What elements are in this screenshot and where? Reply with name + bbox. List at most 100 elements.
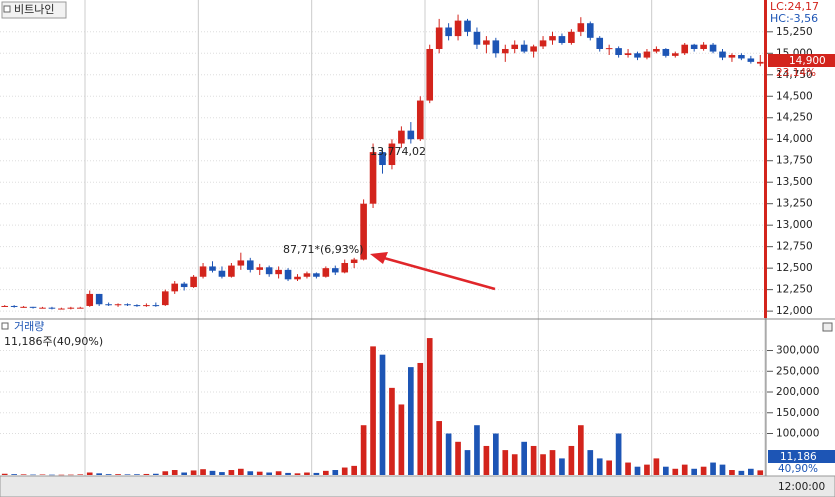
volume-bar — [672, 468, 679, 475]
candle-body — [48, 307, 56, 309]
volume-bar — [190, 470, 197, 475]
candle-body — [275, 269, 282, 275]
volume-bar — [578, 425, 584, 475]
volume-bar — [86, 472, 93, 475]
volume-bar — [398, 404, 405, 475]
range-bar — [764, 0, 767, 318]
candle-body — [350, 259, 358, 263]
candle-body — [662, 48, 670, 56]
candle-body — [360, 203, 367, 260]
candle-body — [549, 36, 556, 41]
candle-body — [511, 44, 519, 49]
last-change: 23,14% — [776, 67, 816, 79]
y-tick-label: 13,250 — [776, 198, 813, 210]
volume-bar — [464, 450, 471, 475]
volume-bar — [11, 474, 17, 475]
volume-last-pct: 40,90% — [778, 463, 818, 475]
title-box — [1, 1, 67, 19]
volume-bar — [663, 466, 669, 475]
volume-bar — [710, 462, 716, 475]
volume-last-box — [768, 450, 835, 463]
candle-body — [105, 304, 112, 306]
volume-bar — [304, 472, 310, 475]
volume-bar — [115, 474, 121, 475]
volume-bar — [606, 460, 612, 475]
candle-body — [29, 306, 37, 308]
volume-bar — [596, 458, 603, 475]
volume-bar — [171, 470, 178, 475]
candle-body — [653, 48, 660, 52]
volume-bar — [615, 433, 622, 475]
candle-body — [435, 27, 443, 49]
volume-bar — [313, 472, 320, 475]
volume-bar — [681, 464, 688, 475]
volume-bar — [644, 464, 650, 475]
candle-body — [388, 143, 396, 166]
volume-bar — [540, 454, 546, 475]
candle-body — [133, 305, 141, 307]
volume-bar — [256, 471, 263, 475]
volume-bar — [625, 462, 631, 475]
y-tick-label: 14,000 — [776, 133, 813, 145]
volume-bar — [124, 474, 131, 475]
volume-bar — [247, 471, 254, 475]
candle-body — [464, 20, 471, 32]
volume-bar — [511, 454, 518, 475]
volume-bar — [77, 474, 84, 475]
y-tick-label: 12,500 — [776, 262, 813, 274]
panel-button[interactable] — [822, 322, 833, 332]
volume-bar — [568, 445, 575, 475]
volume-bar — [436, 421, 442, 475]
volume-bar — [691, 468, 697, 475]
volume-bar — [332, 470, 339, 475]
volume-bar — [30, 474, 36, 476]
candle-body — [501, 48, 509, 54]
candle-body — [473, 31, 481, 45]
high-annotation: 13,774,02 — [370, 145, 426, 158]
candle-body — [558, 36, 566, 43]
volume-bar — [341, 467, 348, 475]
candle-body — [615, 48, 622, 56]
y-tick-label: 12,750 — [776, 241, 813, 253]
volume-bar — [417, 362, 424, 475]
candle-body — [331, 268, 339, 273]
y-tick-label: 200,000 — [776, 386, 819, 398]
candle-body — [605, 48, 613, 50]
volume-bar — [323, 470, 329, 475]
volume-info: 11,186주(40,90%) — [4, 335, 103, 348]
volume-bar — [549, 450, 556, 475]
arrow-head — [370, 252, 388, 264]
title-icon — [3, 5, 11, 13]
last-price: 14,900 — [789, 55, 826, 67]
candle-body — [67, 307, 75, 309]
volume-bar — [653, 458, 660, 475]
volume-bar — [474, 425, 480, 475]
volume-bar — [143, 473, 150, 475]
y-tick-label: 15,250 — [776, 26, 813, 38]
arrow-shaft — [383, 256, 496, 291]
candle-body — [568, 31, 575, 43]
volume-bar — [219, 472, 225, 475]
time-label: 12:00:00 — [778, 481, 825, 493]
y-tick-label: 13,000 — [776, 219, 813, 231]
candle-body — [95, 293, 103, 305]
candle-body — [313, 273, 320, 277]
volume-bar — [757, 470, 764, 475]
candle-body — [143, 305, 150, 307]
volume-bar — [1, 473, 8, 475]
y-tick-label: 250,000 — [776, 365, 819, 377]
candle-body — [681, 44, 689, 54]
candle-body — [237, 260, 245, 266]
volume-bar — [493, 433, 499, 475]
candle-body — [171, 283, 179, 292]
volume-bar — [49, 474, 55, 476]
candle-body — [624, 53, 632, 56]
candle-body — [483, 40, 490, 45]
volume-bar — [700, 466, 707, 475]
volume-bar — [200, 469, 206, 475]
candle-body — [180, 283, 188, 288]
volume-bar — [634, 466, 641, 475]
volume-bar — [153, 473, 159, 475]
candle-body — [379, 152, 386, 166]
